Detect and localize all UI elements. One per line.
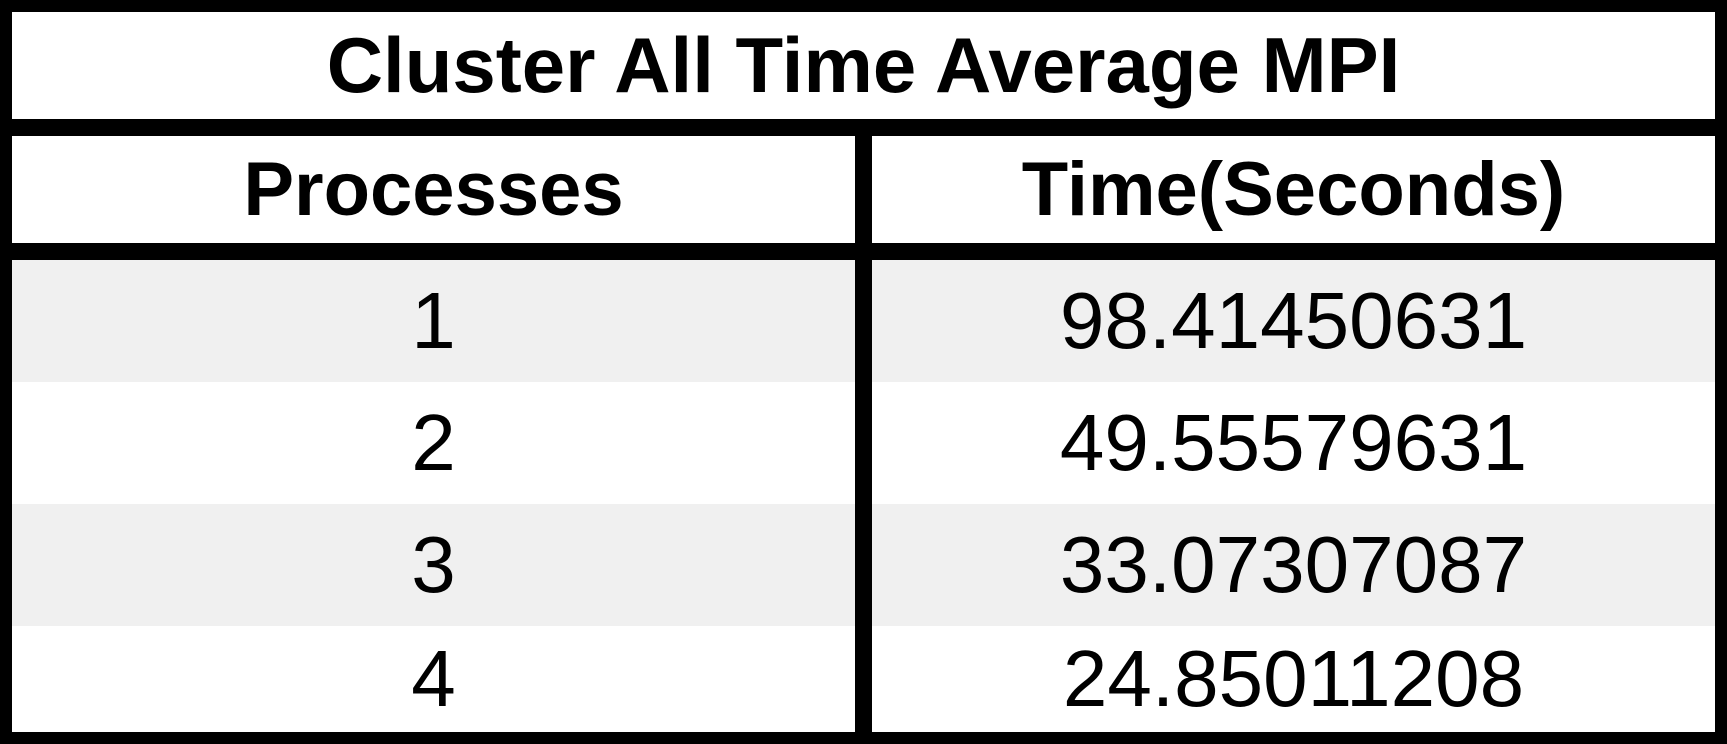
cell-time-row-1: 98.41450631: [872, 260, 1715, 382]
cell-processes-row-1: 1: [12, 260, 855, 382]
cell-time-row-3: 33.07307087: [872, 504, 1715, 626]
header-processes: Processes: [12, 136, 855, 243]
cell-time-row-2: 49.55579631: [872, 382, 1715, 504]
table-title: Cluster All Time Average MPI: [12, 12, 1715, 119]
cell-time-row-4: 24.85011208: [872, 626, 1715, 732]
cell-processes-row-3: 3: [12, 504, 855, 626]
cell-processes-row-2: 2: [12, 382, 855, 504]
header-time-seconds: Time(Seconds): [872, 136, 1715, 243]
cell-processes-row-4: 4: [12, 626, 855, 732]
